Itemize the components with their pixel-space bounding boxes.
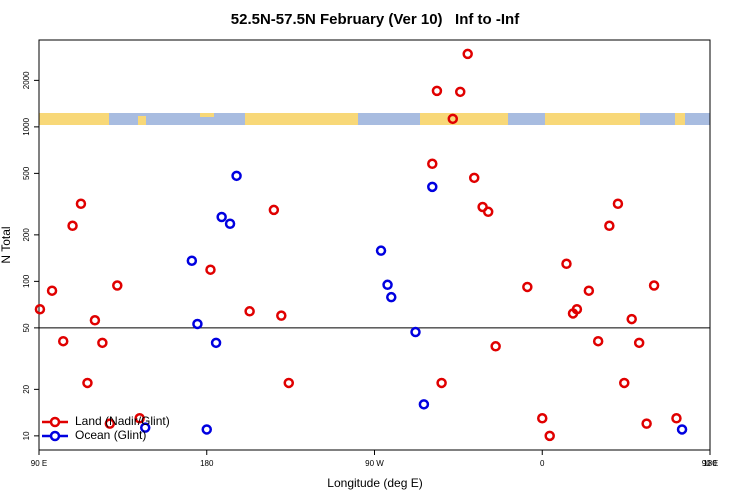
point — [436, 377, 447, 389]
point — [134, 413, 145, 424]
point — [522, 281, 533, 293]
x-tick-label: 90 E — [31, 459, 47, 468]
legend-label: Land (Nadir/Glint) — [75, 414, 170, 428]
legend-marker — [49, 430, 61, 442]
point — [427, 181, 438, 193]
y-tick-label: 100 — [22, 274, 31, 288]
point — [592, 335, 604, 347]
point — [89, 315, 101, 326]
point — [571, 303, 583, 315]
point — [626, 313, 637, 325]
y-tick-label: 50 — [22, 323, 31, 332]
y-tick-label: 1000 — [22, 117, 31, 135]
legend-label: Ocean (Glint) — [75, 428, 146, 442]
point — [410, 326, 421, 338]
point — [244, 306, 255, 317]
point — [75, 198, 87, 209]
point — [205, 264, 216, 275]
chart-title: 52.5N-57.5N February (Ver 10) Inf to -In… — [231, 11, 520, 28]
x-tick-label: 180 — [703, 459, 717, 468]
y-axis-label: N Total — [0, 226, 13, 263]
point — [454, 86, 466, 98]
point — [283, 377, 295, 389]
point — [104, 418, 116, 429]
point — [641, 418, 652, 429]
point — [418, 399, 430, 410]
point — [482, 206, 494, 218]
y-tick-label: 200 — [22, 228, 31, 242]
legend-marker — [49, 416, 61, 428]
y-tick-label: 20 — [22, 384, 31, 393]
point — [583, 285, 595, 296]
point — [34, 303, 46, 315]
x-axis-label: Longitude (deg E) — [327, 476, 422, 490]
point — [676, 424, 688, 435]
point — [431, 85, 443, 97]
point — [386, 291, 397, 303]
point — [468, 172, 480, 184]
map-strip — [39, 113, 710, 125]
x-tick-label: 90 E — [702, 459, 718, 468]
point — [57, 335, 69, 347]
point — [210, 337, 222, 349]
point — [612, 198, 624, 209]
y-tick-label: 2000 — [22, 71, 31, 89]
point — [67, 220, 78, 232]
point — [231, 170, 242, 182]
x-tick-label: 90 W — [365, 459, 384, 468]
point — [186, 255, 198, 266]
point — [427, 158, 438, 170]
point — [671, 413, 682, 424]
point — [462, 48, 473, 60]
point — [490, 341, 501, 352]
point — [139, 422, 151, 433]
y-tick-label: 10 — [22, 431, 31, 440]
point — [46, 285, 58, 296]
point — [82, 377, 93, 389]
point — [375, 245, 387, 256]
plot-frame — [38, 39, 711, 451]
point — [97, 337, 108, 349]
point — [544, 430, 555, 442]
x-tick-label: 0 — [540, 459, 545, 468]
point — [224, 218, 236, 230]
point — [537, 413, 548, 424]
point — [276, 310, 287, 321]
point — [604, 220, 615, 232]
point — [633, 337, 645, 349]
point — [447, 113, 459, 125]
point — [192, 318, 203, 330]
x-tick-label: 180 — [200, 459, 214, 468]
point — [201, 424, 212, 435]
point — [648, 280, 660, 291]
point — [268, 204, 280, 216]
point — [561, 258, 572, 270]
point — [112, 280, 123, 291]
point — [382, 279, 393, 291]
point — [216, 211, 227, 223]
y-tick-label: 500 — [22, 166, 31, 180]
point — [619, 377, 630, 389]
